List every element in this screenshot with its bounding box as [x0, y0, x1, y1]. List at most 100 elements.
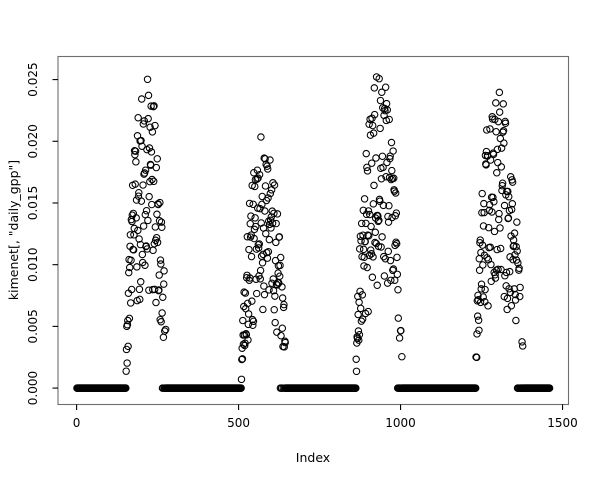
data-point: [494, 215, 503, 224]
x-axis-label: Index: [296, 450, 330, 465]
data-point: [361, 237, 369, 246]
data-point: [137, 95, 146, 103]
data-point: [278, 324, 287, 332]
data-point: [126, 231, 135, 239]
data-point: [507, 205, 516, 214]
data-point: [372, 154, 380, 162]
y-tick-label: 0.000: [26, 371, 40, 405]
data-point: [381, 255, 390, 263]
data-point: [136, 295, 144, 304]
data-point: [245, 199, 254, 208]
data-point: [144, 216, 152, 225]
data-point: [159, 333, 168, 342]
data-point: [378, 152, 387, 161]
data-point: [138, 250, 147, 259]
data-point: [155, 216, 164, 225]
data-point: [130, 224, 138, 233]
y-tick-label: 0.010: [26, 248, 40, 282]
data-point: [156, 198, 164, 207]
data-point: [398, 352, 406, 361]
data-point: [269, 179, 277, 187]
data-point: [267, 224, 275, 232]
data-point: [507, 301, 516, 310]
data-point: [132, 196, 141, 204]
data-point: [278, 294, 287, 302]
data-point: [488, 208, 496, 216]
data-point: [492, 127, 500, 136]
data-point: [146, 177, 154, 186]
data-point: [369, 129, 378, 137]
data-point: [355, 330, 364, 339]
data-point: [252, 222, 260, 231]
data-point: [386, 154, 394, 163]
data-point: [151, 223, 160, 231]
data-point: [261, 182, 270, 190]
data-point: [363, 263, 371, 272]
data-point: [479, 222, 488, 230]
data-point: [161, 325, 170, 334]
data-point: [474, 291, 482, 300]
data-point: [392, 209, 401, 217]
data-point: [472, 353, 481, 362]
data-point: [499, 127, 508, 135]
data-point: [278, 283, 286, 291]
data-point: [250, 234, 258, 243]
data-point: [503, 305, 511, 314]
data-point: [518, 342, 527, 350]
data-point: [385, 115, 393, 124]
x-tick-label: 500: [227, 416, 250, 430]
data-point: [518, 338, 526, 346]
data-point: [496, 224, 504, 232]
data-point: [492, 99, 500, 107]
data-point: [281, 338, 289, 347]
data-point: [124, 342, 132, 351]
data-point: [495, 88, 504, 97]
data-point: [245, 245, 253, 254]
data-point: [513, 218, 521, 226]
data-point: [511, 290, 519, 299]
data-point: [266, 156, 274, 164]
data-point: [154, 200, 162, 209]
data-point: [497, 163, 506, 171]
data-point: [545, 384, 554, 392]
data-point: [494, 158, 502, 167]
data-point: [489, 150, 498, 159]
data-point: [263, 162, 271, 170]
data-point: [482, 147, 491, 156]
data-point: [148, 175, 156, 184]
data-point: [131, 147, 140, 155]
data-point: [151, 121, 159, 130]
plot-box: [57, 55, 570, 406]
data-point: [242, 273, 251, 282]
data-point: [379, 201, 388, 210]
data-point: [479, 261, 487, 269]
data-point: [513, 247, 521, 255]
data-point: [251, 214, 259, 222]
data-point: [496, 134, 505, 143]
data-point: [262, 229, 270, 238]
data-point: [393, 270, 402, 279]
data-point: [509, 236, 518, 244]
data-point: [394, 286, 402, 294]
data-point: [489, 193, 497, 202]
data-point: [479, 293, 487, 301]
data-point: [363, 163, 371, 172]
data-point: [495, 108, 504, 116]
data-point: [511, 251, 519, 259]
data-point: [364, 207, 373, 215]
data-point: [368, 273, 377, 282]
data-point: [358, 315, 367, 323]
data-point: [264, 194, 272, 202]
data-point: [495, 209, 503, 218]
data-point: [270, 209, 278, 218]
data-point: [389, 265, 398, 273]
data-point: [155, 286, 163, 294]
data-point: [142, 206, 151, 215]
data-point: [359, 245, 368, 254]
data-point: [156, 256, 165, 264]
data-point: [131, 150, 139, 159]
data-point: [269, 286, 278, 295]
data-point: [237, 384, 245, 392]
data-point: [493, 245, 501, 254]
data-point: [139, 222, 148, 230]
